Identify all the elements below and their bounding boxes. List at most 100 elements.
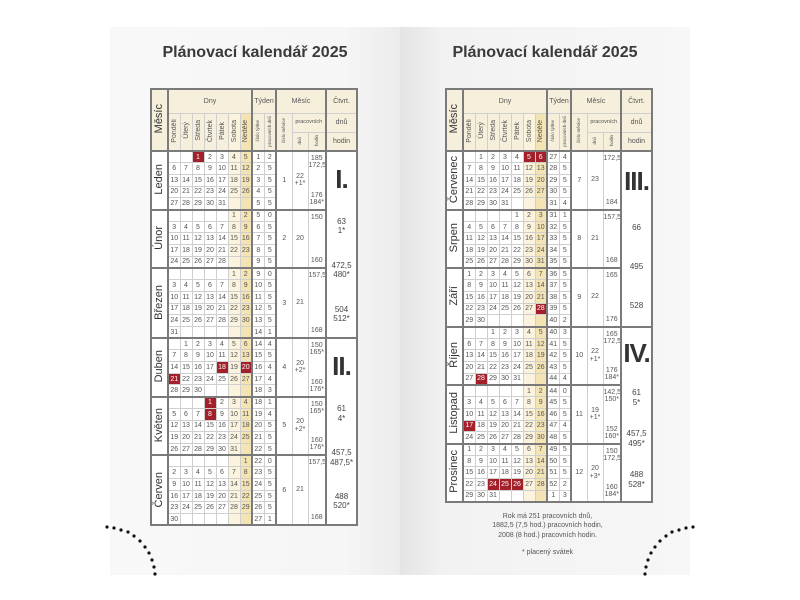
week-workdays: 5 — [263, 290, 277, 304]
day-cell: 21 — [498, 244, 512, 257]
hours-value: 160* — [604, 432, 619, 440]
month-number-label: číslo měsíce — [281, 118, 287, 144]
week-workdays: 5 — [263, 255, 277, 269]
day-cell: 20 — [179, 431, 193, 444]
day-cell: 20 — [462, 361, 476, 374]
day-cell: 13 — [498, 407, 512, 421]
day-cell: 9 — [522, 220, 536, 234]
week-workdays: 5 — [263, 466, 277, 480]
day-cell: 2 — [203, 150, 217, 164]
week-workdays: 1 — [263, 395, 277, 409]
empty-day-cell — [227, 197, 241, 210]
day-cell: 25 — [239, 431, 253, 444]
week-workdays: 5 — [558, 185, 572, 199]
week-workdays: 5 — [558, 173, 572, 187]
day-cell: 29 — [191, 197, 205, 210]
week-number: 50 — [546, 454, 560, 468]
week-number: 23 — [251, 466, 265, 480]
day-cell: 27 — [215, 501, 229, 515]
year-summary: Rok má 251 pracovních dnů, 1882,5 (7,5 h… — [445, 512, 650, 540]
month-workdays: 21 — [586, 208, 604, 269]
week-workdays: 1 — [263, 325, 277, 339]
day-cell: 5 — [191, 220, 205, 234]
week-workdays: 2 — [558, 314, 572, 327]
day-cell: 27 — [203, 255, 217, 269]
week-number: 41 — [546, 337, 560, 351]
quarter-value: 528 — [629, 300, 644, 310]
day-cell: 30 — [203, 197, 217, 210]
hours-7-5: 172,5 — [604, 155, 620, 162]
day-name-label: Středa — [489, 120, 497, 142]
empty-day-cell — [498, 314, 512, 327]
quarter-value: 61 — [632, 388, 641, 398]
day-cell: 2 — [239, 267, 253, 281]
day-name-label: Čtvrtek — [501, 119, 509, 142]
day-cell: 18 — [474, 419, 488, 433]
week-workdays: 5 — [263, 478, 277, 491]
day-cell: 9 — [239, 279, 253, 292]
week-row: 6 7 8 9 10 11 12 2 5 — [151, 162, 357, 175]
week-workdays: 1 — [558, 208, 572, 222]
day-cell: 25 — [522, 361, 536, 374]
day-cell: 1 — [462, 267, 476, 281]
week-number: 36 — [546, 267, 560, 281]
day-cell: 8 — [203, 407, 217, 421]
day-cell: 12 — [203, 478, 217, 491]
day-cell: 4 — [498, 442, 512, 456]
day-cell: 12 — [239, 162, 253, 175]
day-cell: 18 — [462, 244, 476, 257]
day-cell: 27 — [167, 197, 181, 210]
empty-day-cell — [498, 489, 512, 503]
week-row: 8 9 10 11 12 13 14 50 5 — [446, 454, 652, 468]
empty-day-cell — [191, 267, 205, 281]
header-day-0: Pondělí — [167, 112, 181, 152]
hours-8: 168 — [309, 327, 325, 334]
week-number: 27 — [251, 513, 265, 526]
header-days-label: Dny — [498, 97, 512, 105]
hours-7-5: 150 165* — [309, 400, 325, 415]
summary-line: 2008 (8 hod.) pracovních hodin. — [498, 531, 597, 539]
header-row: Měsíc Dny Týden Měsíc Čtvrt. — [445, 88, 653, 152]
month-name: Únor — [150, 208, 169, 269]
day-cell: 14 — [179, 173, 193, 187]
hours-7-5: 157,5 — [309, 459, 325, 466]
hours-value: 157,5 — [308, 272, 327, 279]
hours-value: 157,5 — [603, 213, 622, 221]
month-name-label: Červen — [153, 471, 165, 508]
month-hours-wrap: 142,5 150* 152 160* — [604, 387, 620, 443]
day-cell: 31 — [534, 255, 548, 269]
empty-day-cell — [203, 325, 217, 339]
header-week-label: Týden — [549, 97, 569, 105]
day-cell: 4 — [474, 396, 488, 409]
day-cell: 7 — [534, 442, 548, 456]
day-cell: 2 — [474, 442, 488, 456]
week-row: 29 30 31 1 3 — [446, 489, 652, 503]
day-cell: 11 — [179, 232, 193, 246]
footnote: * placený svátek — [522, 549, 573, 557]
empty-day-cell — [191, 454, 205, 468]
hours-value: 150 — [310, 400, 323, 408]
week-number: 46 — [546, 407, 560, 421]
day-cell: 25 — [498, 478, 512, 491]
week-row: 3 4 5 6 7 8 9 10 5 — [151, 279, 357, 292]
day-cell: 1 — [239, 454, 253, 468]
header-working: pracovních — [291, 112, 327, 133]
week-row: 14 15 16 17 18 19 20 16 4 — [151, 361, 357, 374]
month-name-label: Březen — [153, 284, 165, 320]
quarter-days: 61 4* — [328, 404, 356, 422]
day-cell: 26 — [167, 442, 181, 456]
hours-8: 176 184* — [604, 367, 620, 381]
month-name-label: Listopad — [448, 392, 460, 435]
week-number: 1 — [251, 150, 265, 164]
quarter-cell: III. 66 495 528 — [620, 150, 653, 327]
week-workdays: 5 — [558, 349, 572, 363]
day-cell: 8 — [486, 337, 500, 351]
hours-8: 176 184* — [309, 192, 325, 206]
month-number: 10 — [570, 325, 588, 386]
day-cell: 4 — [215, 337, 229, 351]
day-cell: 16 — [215, 419, 229, 433]
empty-day-cell — [215, 325, 229, 339]
hours-7-5: 157,5 — [603, 213, 622, 221]
